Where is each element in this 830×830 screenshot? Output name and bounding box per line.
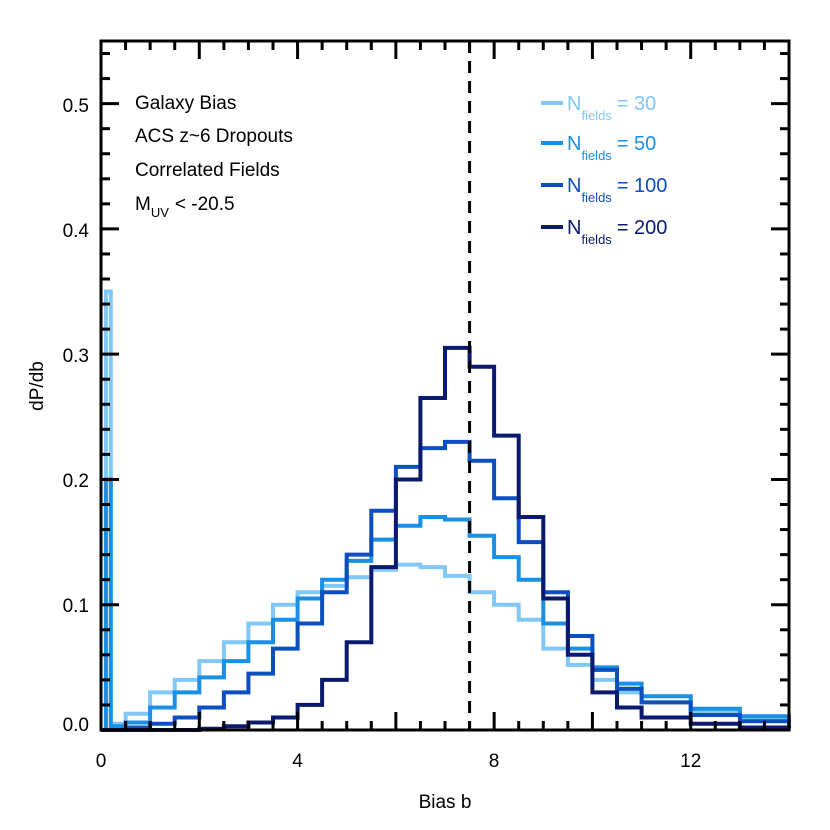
legend-label-30: Nfields= 30 — [567, 93, 656, 123]
series-line-3 — [101, 345, 791, 732]
x-tick-label: 12 — [680, 751, 701, 772]
y-tick-label: 0.0 — [63, 715, 89, 736]
legend-label-100: Nfields= 100 — [567, 175, 667, 205]
x-tick-label: 0 — [96, 751, 107, 772]
legend-entry-200: Nfields= 200 — [541, 217, 667, 247]
x-axis-label: Bias b — [419, 792, 472, 813]
y-axis-label: dP/db — [27, 361, 48, 411]
legend-entry-50: Nfields= 50 — [541, 133, 656, 163]
series-group — [101, 289, 791, 732]
axis-ticks — [99, 41, 791, 732]
legend-label-200: Nfields= 200 — [567, 217, 667, 247]
x-tick-label: 8 — [489, 751, 500, 772]
y-tick-label: 0.3 — [63, 346, 89, 367]
y-tick-label: 0.2 — [63, 471, 89, 492]
annotation-acs-dropouts: ACS z~6 Dropouts — [135, 126, 293, 147]
legend-entry-100: Nfields= 100 — [541, 175, 667, 205]
legend-entry-30: Nfields= 30 — [541, 93, 656, 123]
y-tick-label: 0.1 — [63, 596, 89, 617]
series-line-2 — [101, 439, 791, 732]
annotation-galaxy-bias: Galaxy Bias — [135, 93, 236, 114]
legend-label-50: Nfields= 50 — [567, 133, 656, 163]
annotation-mag-cut: MUV < -20.5 — [135, 194, 235, 220]
annotation-correlated-fields: Correlated Fields — [135, 160, 280, 181]
legend: Nfields= 30 Nfields= 50 Nfields= 100 Nfi… — [541, 93, 667, 247]
series-line-1 — [101, 477, 791, 732]
y-tick-label: 0.4 — [63, 221, 90, 242]
x-tick-label: 4 — [292, 751, 303, 772]
y-tick-label: 0.5 — [63, 96, 89, 117]
